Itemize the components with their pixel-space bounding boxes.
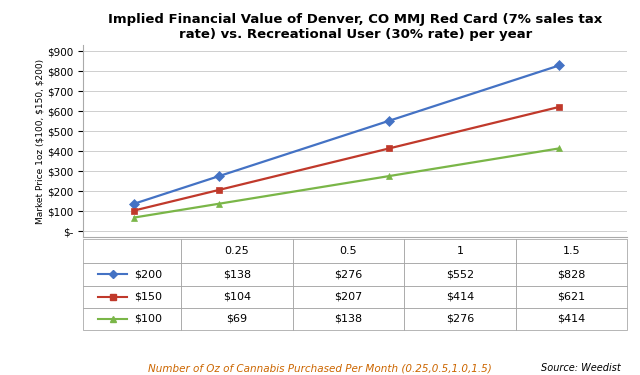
- Text: Source: Weedist: Source: Weedist: [541, 363, 621, 373]
- $150: [215, 188, 223, 192]
- Line: $150: $150: [131, 104, 563, 214]
- Y-axis label: Market Price 1oz ($100, $150, $200): Market Price 1oz ($100, $150, $200): [35, 58, 44, 224]
- $100: [131, 215, 138, 220]
- Text: Number of Oz of Cannabis Purchased Per Month (0.25,0.5,1.0,1.5): Number of Oz of Cannabis Purchased Per M…: [148, 363, 492, 373]
- $100: [385, 174, 393, 178]
- Line: $100: $100: [131, 145, 563, 221]
- $200: [385, 118, 393, 123]
- $200: [215, 174, 223, 178]
- $200: [556, 63, 563, 68]
- $150: [556, 105, 563, 109]
- $150: [131, 208, 138, 213]
- Text: $200: $200: [134, 269, 163, 279]
- $200: [131, 201, 138, 206]
- Text: $100: $100: [134, 314, 162, 324]
- $100: [215, 201, 223, 206]
- Text: $150: $150: [134, 292, 162, 302]
- Line: $200: $200: [131, 62, 563, 207]
- $150: [385, 146, 393, 151]
- $100: [556, 146, 563, 151]
- Title: Implied Financial Value of Denver, CO MMJ Red Card (7% sales tax
rate) vs. Recre: Implied Financial Value of Denver, CO MM…: [108, 13, 602, 41]
